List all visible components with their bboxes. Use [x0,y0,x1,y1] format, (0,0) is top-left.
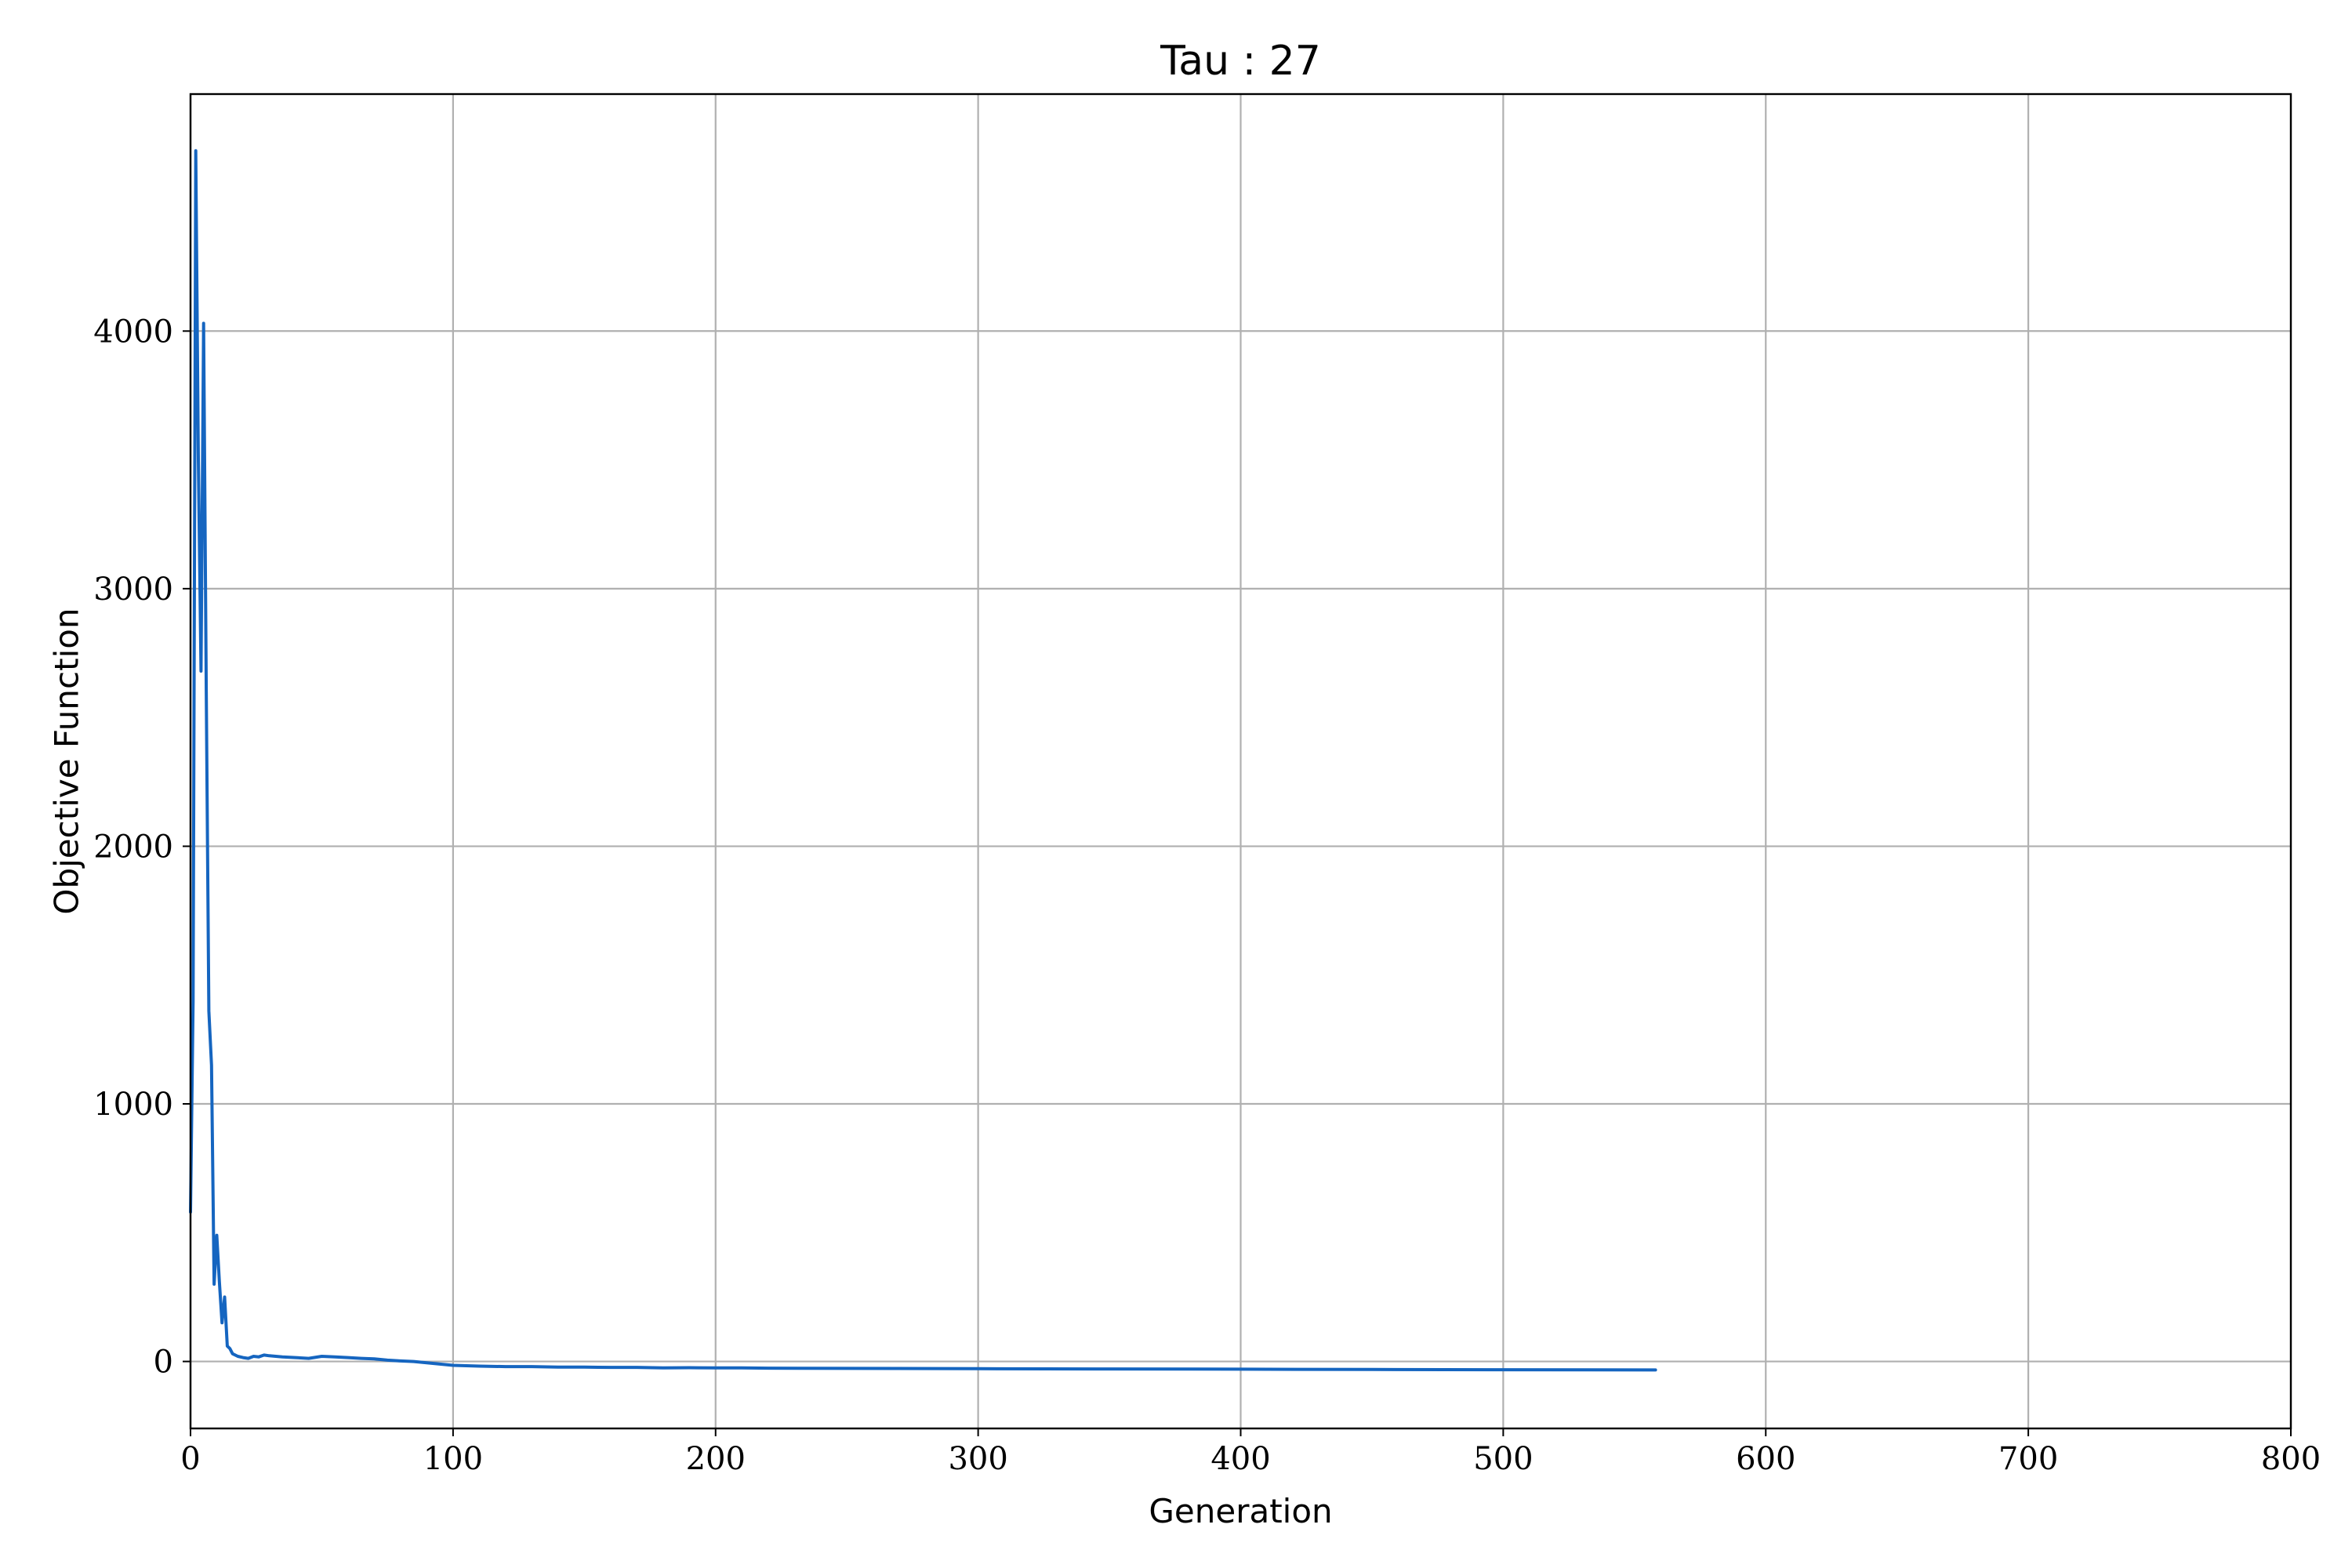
axis-ticks: 0 100 200 300 400 500 600 700 800 0 1000 2000 3000 40… [93,314,2321,1477]
y-tick-label: 1000 [93,1087,173,1123]
x-tick-label: 100 [423,1441,483,1477]
series-layer [189,149,1657,1372]
series-line-0 [189,149,1657,1372]
y-tick-label: 3000 [93,572,173,608]
x-tick-label: 0 [180,1441,200,1477]
x-axis-label: Generation [1149,1492,1332,1530]
x-tick-label: 600 [1736,1441,1795,1477]
y-axis-label: Objective Function [48,608,86,914]
y-tick-label: 2000 [93,829,173,865]
x-tick-label: 400 [1210,1441,1270,1477]
y-tick-label: 4000 [93,314,173,350]
x-tick-label: 800 [2261,1441,2321,1477]
x-tick-label: 200 [686,1441,746,1477]
chart-title: Tau : 27 [1160,38,1321,85]
x-tick-label: 700 [1998,1441,2058,1477]
x-tick-label: 500 [1473,1441,1533,1477]
x-tick-label: 300 [948,1441,1007,1477]
grid-lines [189,94,2292,1428]
y-tick-label: 0 [154,1345,173,1381]
